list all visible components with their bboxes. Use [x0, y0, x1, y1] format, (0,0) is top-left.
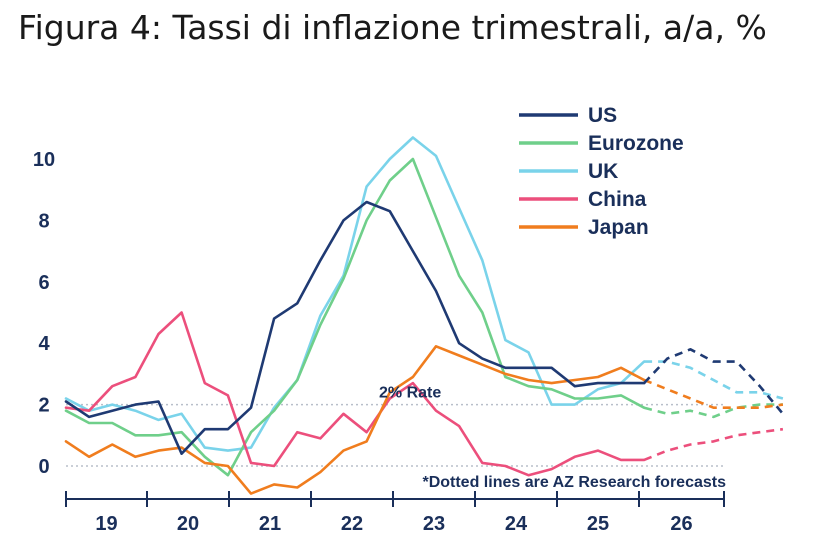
series-line-china — [64, 311, 646, 477]
series-line-eurozone — [64, 157, 646, 477]
series-forecast-japan — [643, 378, 784, 409]
series-line-us — [64, 200, 646, 455]
annotations: 2% Rate *Dotted lines are AZ Research for… — [379, 385, 726, 491]
x-tick-label-23: 23 — [423, 513, 445, 535]
x-tick-label-22: 22 — [341, 513, 363, 535]
x-tick-label-26: 26 — [670, 513, 692, 535]
legend-label-eurozone: Eurozone — [588, 132, 684, 155]
series-line-japan — [64, 345, 646, 495]
annotation-2pct-rate: 2% Rate — [379, 385, 441, 402]
x-tick-label-24: 24 — [505, 513, 528, 535]
y-tick-label-10: 10 — [33, 149, 55, 171]
series-line-uk — [64, 136, 646, 452]
x-tick-label-21: 21 — [259, 513, 281, 535]
series-lines — [64, 136, 784, 495]
x-tick-label-19: 19 — [95, 513, 117, 535]
x-axis: 19 20 21 22 23 24 25 26 — [65, 491, 725, 535]
legend-label-us: US — [588, 104, 617, 127]
y-tick-label-6: 6 — [38, 272, 49, 294]
series-forecast-us — [643, 348, 784, 415]
y-axis-ticks: 0 2 4 6 8 10 — [33, 149, 55, 478]
x-tick-label-20: 20 — [177, 513, 199, 535]
y-tick-label-8: 8 — [38, 210, 49, 232]
page-title: Figura 4: Tassi di inflazione trimestral… — [18, 8, 767, 47]
legend-label-japan: Japan — [588, 216, 649, 239]
y-tick-label-0: 0 — [38, 456, 49, 478]
series-forecast-china — [643, 427, 784, 462]
y-tick-label-4: 4 — [38, 333, 50, 355]
series-forecast-eurozone — [643, 403, 783, 419]
legend-label-uk: UK — [588, 160, 618, 183]
legend: US Eurozone UK China Japan — [519, 104, 684, 239]
series-forecast-uk — [644, 360, 784, 400]
legend-label-china: China — [588, 188, 647, 211]
annotation-forecast-note: *Dotted lines are AZ Research forecasts — [422, 474, 726, 491]
x-tick-label-25: 25 — [587, 513, 609, 535]
y-tick-label-2: 2 — [38, 395, 49, 417]
